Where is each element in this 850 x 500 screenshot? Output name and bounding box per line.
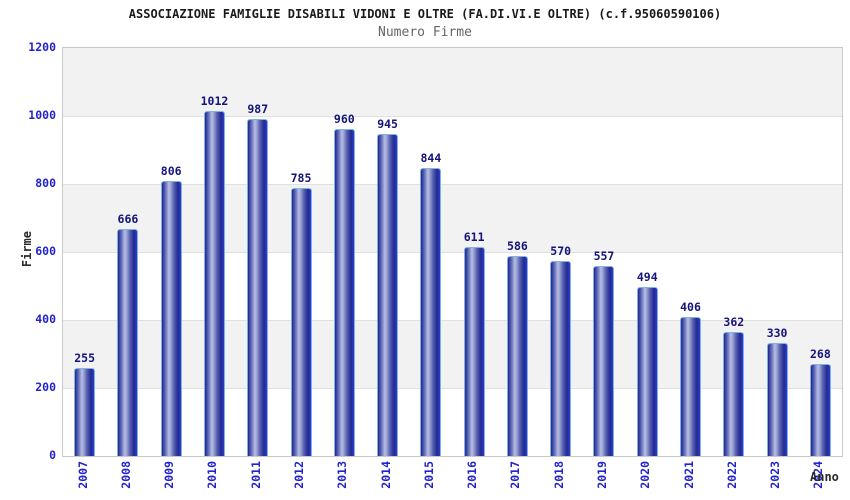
x-tick-label: 2022 — [724, 461, 739, 489]
y-tick-label: 200 — [35, 380, 56, 394]
x-tick-label: 2007 — [75, 461, 90, 489]
x-tick-label: 2021 — [681, 461, 696, 489]
bar-value-label: 586 — [507, 238, 528, 253]
bar-2009 — [160, 180, 182, 456]
grid-band — [63, 388, 842, 456]
bar-value-label: 557 — [593, 248, 615, 263]
x-tick-label: 2016 — [465, 461, 480, 489]
x-tick-label: 2020 — [638, 461, 653, 489]
bar-2014 — [377, 133, 399, 456]
x-tick-label: 2010 — [205, 461, 220, 489]
bar-value-label: 570 — [550, 244, 572, 259]
bar-2021 — [680, 316, 702, 456]
x-tick-label: 2018 — [551, 461, 566, 489]
x-tick-label: 2013 — [335, 461, 350, 489]
x-tick-label: 2015 — [421, 461, 436, 489]
bar-2015 — [420, 168, 442, 456]
grid-band — [63, 184, 842, 252]
y-tick-label: 1000 — [28, 108, 56, 122]
bar-value-label: 785 — [290, 171, 312, 186]
gridline — [63, 252, 842, 253]
chart-subtitle: Numero Firme — [378, 25, 472, 40]
plot-area: 255 666 806 1012 987 785 960 945 844 611 586 570 557… — [62, 47, 843, 457]
bar-2013 — [333, 128, 355, 456]
x-tick-label: 2012 — [292, 461, 307, 489]
bar-value-label: 362 — [723, 314, 745, 329]
bar-2023 — [766, 342, 788, 456]
bar-value-label: 330 — [766, 325, 788, 340]
x-tick-label: 2009 — [162, 461, 177, 489]
bar-value-label: 960 — [333, 111, 355, 126]
x-tick-label: 2011 — [248, 461, 263, 489]
x-tick-label: 2014 — [378, 461, 393, 489]
bar-2017 — [506, 255, 528, 456]
bar-value-label: 268 — [809, 346, 831, 361]
y-tick-label: 800 — [35, 176, 56, 190]
bar-value-label: 494 — [636, 270, 658, 285]
y-tick-label: 1200 — [28, 40, 56, 54]
y-tick-label: 400 — [35, 312, 56, 326]
gridline — [63, 388, 842, 389]
y-tick-label: 600 — [35, 244, 56, 258]
gridline — [63, 184, 842, 185]
bar-2010 — [203, 110, 225, 456]
y-tick-label: 0 — [49, 448, 56, 462]
bar-value-label: 1012 — [200, 93, 229, 108]
bar-2022 — [723, 331, 745, 456]
bar-2008 — [117, 228, 139, 456]
x-tick-label: 2008 — [118, 461, 133, 489]
bar-value-label: 666 — [117, 211, 139, 226]
gridline — [63, 116, 842, 117]
chart-title: ASSOCIAZIONE FAMIGLIE DISABILI VIDONI E … — [128, 7, 722, 21]
bar-2016 — [463, 247, 485, 456]
bar-2007 — [74, 368, 96, 456]
grid-band — [63, 320, 842, 388]
bar-value-label: 611 — [463, 230, 485, 245]
gridline — [63, 320, 842, 321]
grid-band — [63, 48, 842, 116]
bar-2024 — [809, 363, 831, 456]
bar-2011 — [247, 119, 269, 456]
bar-value-label: 406 — [680, 299, 701, 314]
x-axis-title: Anno — [810, 470, 839, 484]
x-tick-label: 2017 — [508, 461, 523, 489]
bar-value-label: 844 — [420, 151, 442, 166]
grid-band — [63, 252, 842, 320]
bar-value-label: 987 — [247, 102, 269, 117]
x-tick-label: 2019 — [594, 461, 609, 489]
x-tick-label: 2023 — [768, 461, 783, 489]
y-axis-title: Firme — [20, 231, 34, 268]
grid-band — [63, 116, 842, 184]
bar-value-label: 806 — [160, 163, 182, 178]
bar-2020 — [636, 287, 658, 456]
bar-value-label: 255 — [74, 351, 96, 366]
bar-2012 — [290, 188, 312, 456]
bar-2019 — [593, 265, 615, 456]
bar-2018 — [550, 261, 572, 456]
bar-value-label: 945 — [377, 116, 398, 131]
